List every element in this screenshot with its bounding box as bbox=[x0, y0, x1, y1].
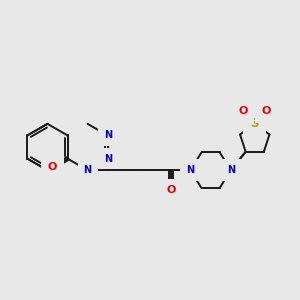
Text: O: O bbox=[238, 106, 248, 116]
Text: N: N bbox=[103, 154, 112, 164]
Text: N: N bbox=[186, 165, 194, 175]
Text: N: N bbox=[103, 130, 112, 140]
Text: O: O bbox=[48, 162, 57, 172]
Text: O: O bbox=[167, 185, 176, 195]
Text: N: N bbox=[227, 165, 235, 175]
Text: S: S bbox=[250, 117, 259, 130]
Text: O: O bbox=[262, 106, 271, 116]
Text: N: N bbox=[84, 165, 92, 175]
